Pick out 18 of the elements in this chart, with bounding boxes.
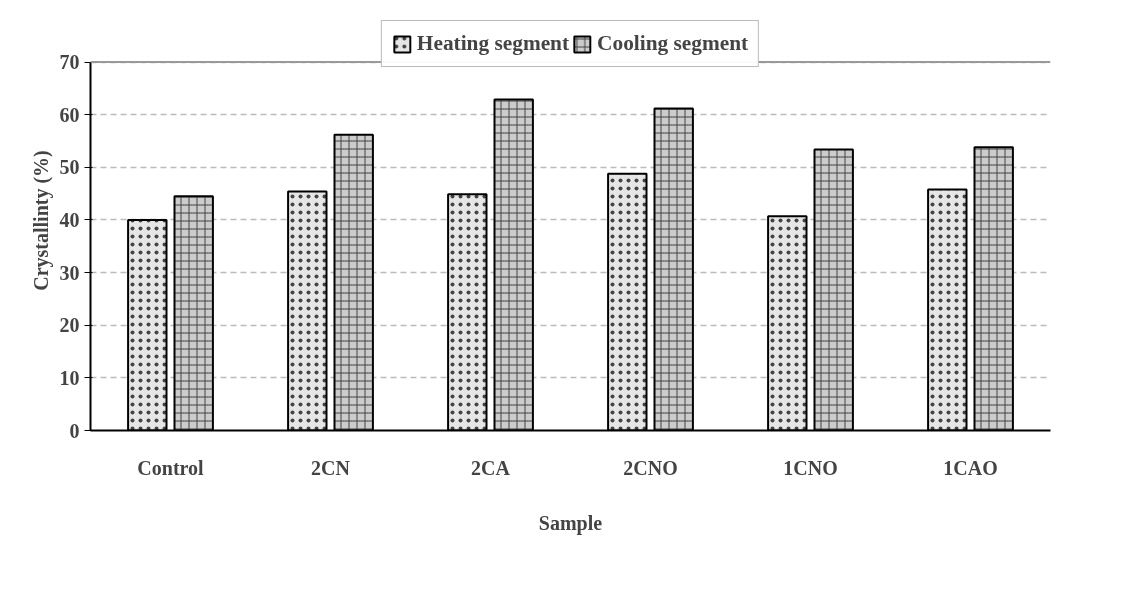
x-axis-title: Sample <box>538 511 603 535</box>
y-tick-label: 50 <box>59 156 80 179</box>
x-tick-label: Control <box>137 456 205 479</box>
y-tick-label: 30 <box>59 261 80 284</box>
x-tick-label: 2CNO <box>623 456 678 479</box>
y-tick-label: 60 <box>59 103 80 126</box>
y-axis-title: Crystallinty (%) <box>29 150 53 291</box>
y-tick-label: 20 <box>59 314 80 337</box>
x-tick-label: 1CNO <box>783 456 838 479</box>
y-tick-label: 70 <box>59 51 80 74</box>
y-tick-label: 10 <box>59 366 80 389</box>
legend-label: Heating segment <box>416 31 570 56</box>
x-tick-label: 2CN <box>311 456 351 479</box>
y-tick-label: 0 <box>69 419 80 442</box>
legend-label: Cooling segment <box>597 31 749 56</box>
x-tick-label: 2CA <box>471 456 511 479</box>
y-tick-label: 40 <box>59 208 80 231</box>
x-tick-label: 1CAO <box>943 456 998 479</box>
